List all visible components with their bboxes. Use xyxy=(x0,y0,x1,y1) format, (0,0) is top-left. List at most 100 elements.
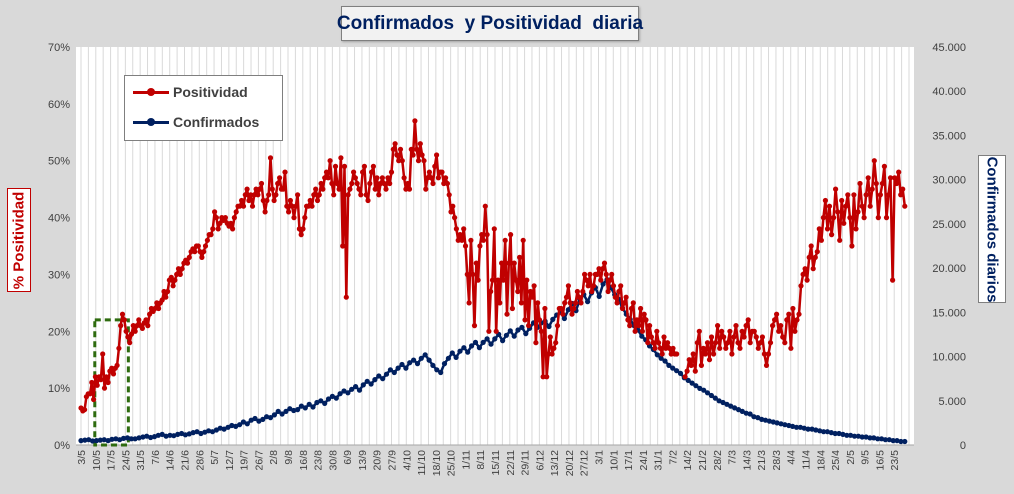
confirmados-point xyxy=(546,323,552,330)
positividad-point xyxy=(480,237,487,243)
confirmados-point xyxy=(550,316,556,322)
positividad-point xyxy=(408,146,414,152)
confirmados-point xyxy=(484,336,490,342)
left-axis-label: % Positividad xyxy=(10,191,28,289)
confirmados-point xyxy=(78,438,84,444)
positividad-point xyxy=(894,180,900,187)
positividad-point xyxy=(302,215,308,221)
positividad-point xyxy=(867,203,873,209)
positividad-point xyxy=(237,203,243,209)
x-tick-label: 18/10 xyxy=(431,450,443,476)
positividad-point xyxy=(159,297,165,303)
confirmados-point xyxy=(793,424,800,430)
positividad-point xyxy=(134,323,140,329)
confirmados-point xyxy=(465,349,471,355)
positividad-point xyxy=(425,175,431,181)
positividad-point xyxy=(267,155,274,161)
positividad-point xyxy=(661,334,667,340)
confirmados-point xyxy=(859,434,865,440)
positividad-point xyxy=(461,226,467,232)
positividad-point xyxy=(545,351,552,357)
positividad-point xyxy=(715,323,721,329)
confirmados-point xyxy=(333,395,339,401)
positividad-point xyxy=(231,215,237,221)
confirmados-point xyxy=(383,371,390,377)
positividad-point xyxy=(524,277,530,283)
positividad-point xyxy=(639,328,646,334)
positividad-point xyxy=(309,203,315,209)
positividad-point xyxy=(240,203,247,209)
confirmados-point xyxy=(341,388,347,394)
positividad-point xyxy=(567,300,573,306)
confirmados-point xyxy=(356,387,363,393)
positividad-point xyxy=(643,317,649,323)
legend-item-confirmados: Confirmados xyxy=(133,112,259,132)
positividad-point xyxy=(415,158,422,164)
confirmados-point xyxy=(712,395,718,401)
positividad-point xyxy=(513,277,519,283)
positividad-point xyxy=(508,232,514,238)
confirmados-point xyxy=(561,315,568,322)
left-axis-label-box: % Positividad xyxy=(7,188,31,292)
x-tick-label: 2/5 xyxy=(845,450,857,465)
x-tick-label: 11/10 xyxy=(416,450,428,476)
positividad-point xyxy=(731,334,737,340)
y-right-tick-label: 35.000 xyxy=(932,130,966,142)
confirmados-point xyxy=(476,345,482,351)
positividad-point xyxy=(370,163,376,169)
x-tick-label: 10/1 xyxy=(608,450,620,471)
confirmados-point xyxy=(124,435,130,441)
positividad-point xyxy=(798,283,804,289)
confirmados-point xyxy=(863,434,869,440)
positividad-point xyxy=(329,180,335,187)
positividad-point xyxy=(217,220,223,226)
positividad-point xyxy=(849,243,855,249)
positividad-point xyxy=(747,340,753,346)
x-tick-label: 9/8 xyxy=(283,450,295,465)
positividad-point xyxy=(883,215,890,221)
confirmados-point xyxy=(817,428,823,434)
positividad-point xyxy=(222,215,228,221)
confirmados-point xyxy=(851,433,858,439)
x-tick-label: 5/7 xyxy=(209,450,221,465)
positividad-point xyxy=(473,260,479,266)
confirmados-point xyxy=(322,400,328,406)
positividad-point xyxy=(448,209,454,215)
positividad-point xyxy=(808,243,814,249)
confirmados-point xyxy=(674,368,680,374)
x-tick-label: 14/3 xyxy=(741,450,753,471)
positividad-point xyxy=(412,118,418,124)
x-tick-label: 23/8 xyxy=(313,450,325,471)
positividad-point xyxy=(688,362,694,368)
positividad-point xyxy=(374,175,380,181)
positividad-point xyxy=(287,197,293,204)
positividad-point xyxy=(515,288,521,295)
positividad-point xyxy=(536,317,543,323)
positividad-point xyxy=(387,180,393,187)
positividad-point xyxy=(589,288,595,295)
confirmados-point xyxy=(279,411,285,417)
positividad-point xyxy=(423,186,429,192)
x-tick-label: 28/3 xyxy=(771,450,783,471)
positividad-point xyxy=(434,152,440,158)
positividad-point xyxy=(459,237,465,243)
x-tick-label: 24/5 xyxy=(120,450,132,471)
positividad-point xyxy=(341,163,348,169)
confirmados-point xyxy=(689,380,695,386)
confirmados-point xyxy=(194,429,200,435)
y-right-tick-label: 10.000 xyxy=(932,352,966,364)
positividad-point xyxy=(349,180,355,187)
positividad-point xyxy=(820,215,827,221)
confirmados-point xyxy=(441,361,448,367)
positividad-point xyxy=(332,163,339,169)
positividad-point xyxy=(482,203,488,209)
positividad-point xyxy=(340,243,346,249)
positividad-point xyxy=(432,163,438,169)
confirmados-point xyxy=(728,403,734,409)
confirmados-point xyxy=(472,339,479,345)
positividad-point xyxy=(520,237,526,243)
positividad-point xyxy=(439,169,445,175)
positividad-point xyxy=(212,209,218,215)
confirmados-point xyxy=(113,436,119,442)
confirmados-point xyxy=(523,331,529,337)
